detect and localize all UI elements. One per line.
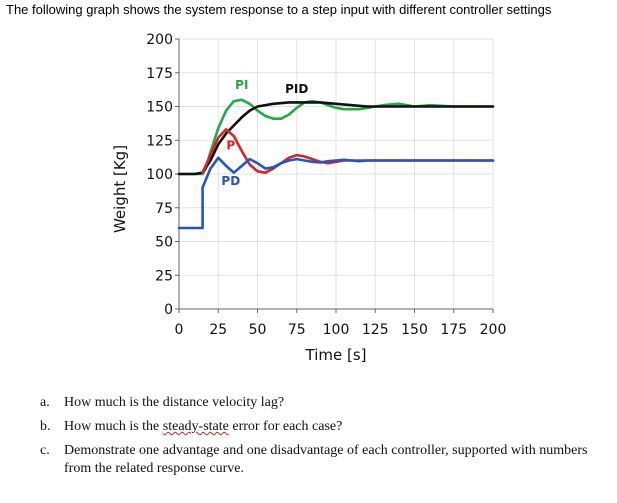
- chart-series: [177, 98, 495, 230]
- series-label-p: P: [226, 139, 235, 153]
- question-c-text: Demonstrate one advantage and one disadv…: [64, 443, 588, 476]
- series-label-pid: PID: [285, 82, 308, 96]
- question-b-after: error for each case?: [228, 419, 343, 434]
- x-tick-label: 0: [175, 322, 184, 338]
- spellcheck-flagged-word: steady-state: [162, 419, 229, 434]
- y-tick-label: 50: [155, 235, 173, 251]
- series-label-pi: PI: [235, 78, 248, 92]
- series-line-p: [201, 128, 495, 174]
- x-tick-label: 100: [323, 322, 350, 338]
- y-tick-label: 150: [146, 100, 173, 116]
- x-tick-label: 125: [362, 322, 389, 338]
- x-tick-label: 200: [480, 322, 507, 338]
- y-tick-label: 125: [146, 133, 173, 149]
- question-b-text: How much is the steady-state error for e…: [64, 418, 610, 436]
- chart-svg: 0 25 50 75 100 125 150 175 200 0 25 50 75 100 125 150 17…: [111, 32, 506, 364]
- series-line-pd: [177, 156, 495, 230]
- question-a-text: How much is the distance velocity lag?: [64, 395, 285, 410]
- series-line-pid: [177, 101, 495, 176]
- x-tick-label: 75: [288, 322, 306, 338]
- problem-intro: The following graph shows the system res…: [6, 2, 552, 17]
- y-tick-label: 25: [155, 268, 173, 284]
- y-tick-label: 175: [146, 66, 173, 82]
- step-response-chart: 0 25 50 75 100 125 150 175 200 0 25 50 75 100 125 150 17…: [0, 22, 617, 382]
- question-b-letter: b.: [40, 419, 51, 434]
- y-axis-title: Weight [Kg]: [111, 145, 129, 233]
- question-list: a. How much is the distance velocity lag…: [40, 394, 610, 484]
- question-a: a. How much is the distance velocity lag…: [40, 394, 610, 412]
- question-a-letter: a.: [40, 395, 50, 410]
- series-label-pd: PD: [221, 174, 240, 188]
- x-tick-label: 175: [440, 322, 467, 338]
- chart-axes: 0 25 50 75 100 125 150 175 200 0 25 50 75 100 125 150 17…: [111, 32, 506, 364]
- y-tick-label: 0: [164, 302, 173, 318]
- chart-labels: PI PID P PD: [221, 78, 308, 188]
- question-c-letter: c.: [40, 443, 50, 458]
- y-tick-label: 200: [146, 32, 173, 48]
- y-tick-label: 75: [155, 201, 173, 217]
- question-b: b. How much is the steady-state error fo…: [40, 418, 610, 436]
- x-tick-label: 150: [401, 322, 428, 338]
- x-tick-label: 25: [209, 322, 227, 338]
- x-axis-title: Time [s]: [305, 346, 367, 364]
- y-tick-label: 100: [146, 167, 173, 183]
- chart-grid: [178, 38, 494, 310]
- question-c: c. Demonstrate one advantage and one dis…: [40, 442, 610, 478]
- question-b-before: How much is the: [64, 419, 163, 434]
- x-tick-label: 50: [249, 322, 267, 338]
